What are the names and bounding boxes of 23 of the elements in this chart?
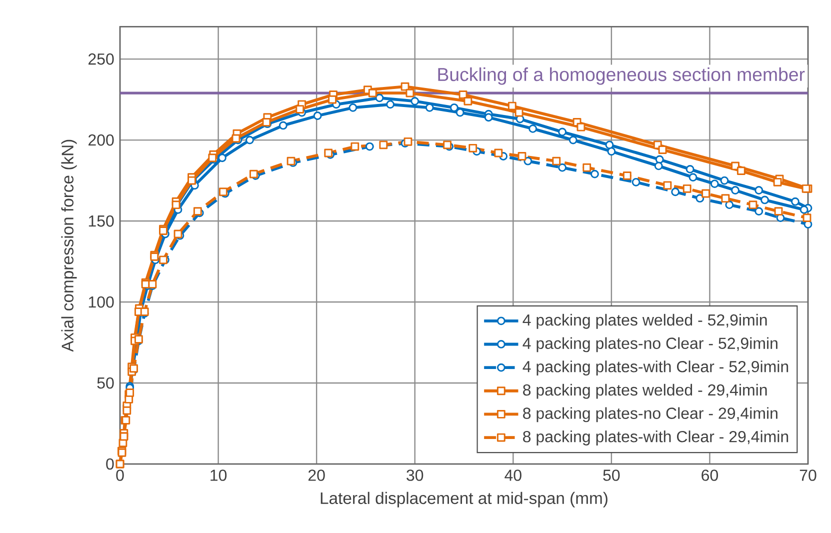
y-tick-label: 50 <box>97 377 114 389</box>
x-tick-label: 50 <box>603 470 620 481</box>
x-tick-label: 40 <box>504 470 522 481</box>
ref-line-label: Buckling of a homogeneous section member <box>438 67 805 85</box>
legend-label: 4 packing plates welded - 52,9imin <box>522 314 767 329</box>
y-tick-label: 0 <box>106 458 114 470</box>
legend-label: 4 packing plates-with Clear - 52,9imin <box>522 360 788 376</box>
x-tick-label: 0 <box>116 470 124 481</box>
y-axis-title: Axial compression force (kN) <box>61 140 77 352</box>
x-tick-label: 70 <box>800 470 816 481</box>
x-tick-label: 10 <box>210 470 227 481</box>
y-tick-label: 100 <box>88 296 114 308</box>
legend-label: 8 packing plates-with Clear - 29,4imin <box>523 430 788 446</box>
x-tick-label: 60 <box>702 470 718 481</box>
x-tick-label: 20 <box>308 470 325 481</box>
y-tick-label: 150 <box>88 215 114 227</box>
x-axis-title: Lateral displacement at mid-span (mm) <box>320 492 608 508</box>
x-tick-label: 30 <box>406 470 424 481</box>
y-tick-label: 250 <box>88 53 114 65</box>
y-tick-label: 200 <box>88 134 114 146</box>
legend-label: 8 packing plates-no Clear - 29,4imin <box>523 407 778 422</box>
legend-label: 4 packing plates-no Clear - 52,9imin <box>522 337 778 352</box>
legend-label: 8 packing plates welded - 29,4imin <box>523 384 767 399</box>
